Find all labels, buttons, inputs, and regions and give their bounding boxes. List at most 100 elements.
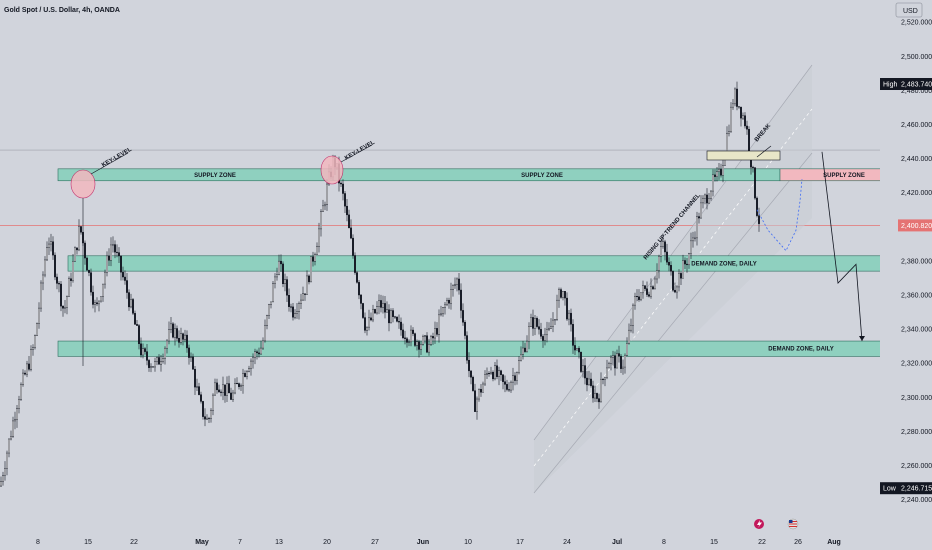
candle-body <box>350 227 353 239</box>
candle-body <box>62 305 65 309</box>
candle-body <box>562 291 565 298</box>
low-tag <box>880 482 898 495</box>
time-axis[interactable]: 8 15 22 May 7 13 20 27 Jun 10 17 24 Jul 8 15 22 26 Aug <box>36 539 841 546</box>
candle-body <box>380 300 383 308</box>
candle-body <box>636 296 639 298</box>
candle-body <box>91 291 94 305</box>
events-icons[interactable] <box>754 518 799 530</box>
price-axis-background <box>880 0 932 550</box>
candle-body <box>640 292 643 300</box>
candle-body <box>221 384 224 393</box>
candle-body <box>404 337 407 339</box>
candle-body <box>704 194 707 199</box>
candle-body <box>105 255 108 274</box>
candle-body <box>736 88 739 107</box>
y-tick-label: 2,240.000 <box>901 497 932 504</box>
candle-body <box>454 284 457 286</box>
candle-body <box>175 328 178 339</box>
candle-body <box>133 313 136 325</box>
candle-body <box>67 278 70 297</box>
candle-body <box>320 211 323 230</box>
current-price-badge <box>898 219 932 232</box>
candle-body <box>48 243 51 248</box>
candle-body <box>700 202 703 219</box>
candle-body <box>360 294 363 304</box>
x-tick-label: 8 <box>662 539 666 546</box>
candle-body <box>532 317 535 329</box>
candle-body <box>5 452 8 469</box>
candle-body <box>694 237 697 239</box>
candle-body <box>578 348 581 353</box>
price-axis[interactable]: USD 2,240.000 2,260.000 2,280.000 2,300.000… <box>880 0 932 550</box>
candle-body <box>518 360 521 373</box>
candle-body <box>340 182 343 185</box>
candle-body <box>294 313 297 318</box>
candle-body <box>602 378 605 380</box>
y-tick-label: 2,500.000 <box>901 54 932 61</box>
candle-body <box>229 392 232 400</box>
candle-body <box>632 304 635 326</box>
candle-body <box>322 205 325 212</box>
candle-body <box>16 408 19 420</box>
candle-body <box>308 275 311 283</box>
price-badges: High 2,483.740 Low 2,246.715 2,400.820 <box>880 78 932 495</box>
x-tick-label: 7 <box>238 539 242 546</box>
candle-body <box>606 367 609 378</box>
candle-body <box>482 383 485 393</box>
candle-body <box>452 285 455 290</box>
supply-zone[interactable] <box>57 168 781 182</box>
candle-body <box>544 334 547 341</box>
candle-body <box>79 226 82 233</box>
candle-body <box>302 293 305 301</box>
candle-body <box>54 254 57 278</box>
x-tick-label: 15 <box>710 539 718 546</box>
zone-label: DEMAND ZONE, DAILY <box>691 261 756 267</box>
candle-body <box>506 384 509 390</box>
candle-body <box>498 370 501 377</box>
candle-body <box>474 390 477 412</box>
candle-body <box>566 297 569 320</box>
break-arrow <box>756 145 772 158</box>
y-tick-label: 2,480.000 <box>901 88 932 95</box>
candle-body <box>552 319 555 327</box>
candle-body <box>730 106 733 132</box>
currency-button[interactable] <box>895 2 923 18</box>
candle-body <box>612 355 615 358</box>
high-tag <box>880 78 898 91</box>
candle-body <box>272 283 275 303</box>
candle-body <box>616 353 619 369</box>
candle-body <box>728 131 731 134</box>
x-tick-label: Jun <box>417 539 429 546</box>
candle-body <box>378 300 381 307</box>
candle-body <box>125 280 128 293</box>
candle-body <box>157 357 160 365</box>
candle-body <box>44 259 47 276</box>
candle-body <box>754 167 757 199</box>
candle-body <box>342 183 345 194</box>
demand-zone[interactable] <box>67 255 896 272</box>
candle-body <box>596 393 599 399</box>
flag-stripe-icon <box>789 521 797 522</box>
zone-label: SUPPLY ZONE <box>823 173 865 179</box>
candle-body <box>500 370 503 375</box>
candle-body <box>42 274 45 284</box>
candle-body <box>101 283 104 298</box>
y-tick-label: 2,520.000 <box>901 20 932 27</box>
candle-body <box>135 324 138 326</box>
candle-body <box>87 270 90 273</box>
candle-body <box>286 279 289 296</box>
candle-body <box>384 303 387 313</box>
candle-body <box>528 326 531 342</box>
y-tick-label: 2,340.000 <box>901 327 932 334</box>
candle-body <box>2 475 5 482</box>
candle-body <box>554 319 557 321</box>
candle-body <box>470 370 473 378</box>
candle-body <box>390 310 393 324</box>
candle-body <box>278 260 281 275</box>
break-box[interactable] <box>706 150 781 161</box>
x-tick-label: 22 <box>758 539 766 546</box>
candle-body <box>536 318 539 327</box>
candle-body <box>576 348 579 351</box>
